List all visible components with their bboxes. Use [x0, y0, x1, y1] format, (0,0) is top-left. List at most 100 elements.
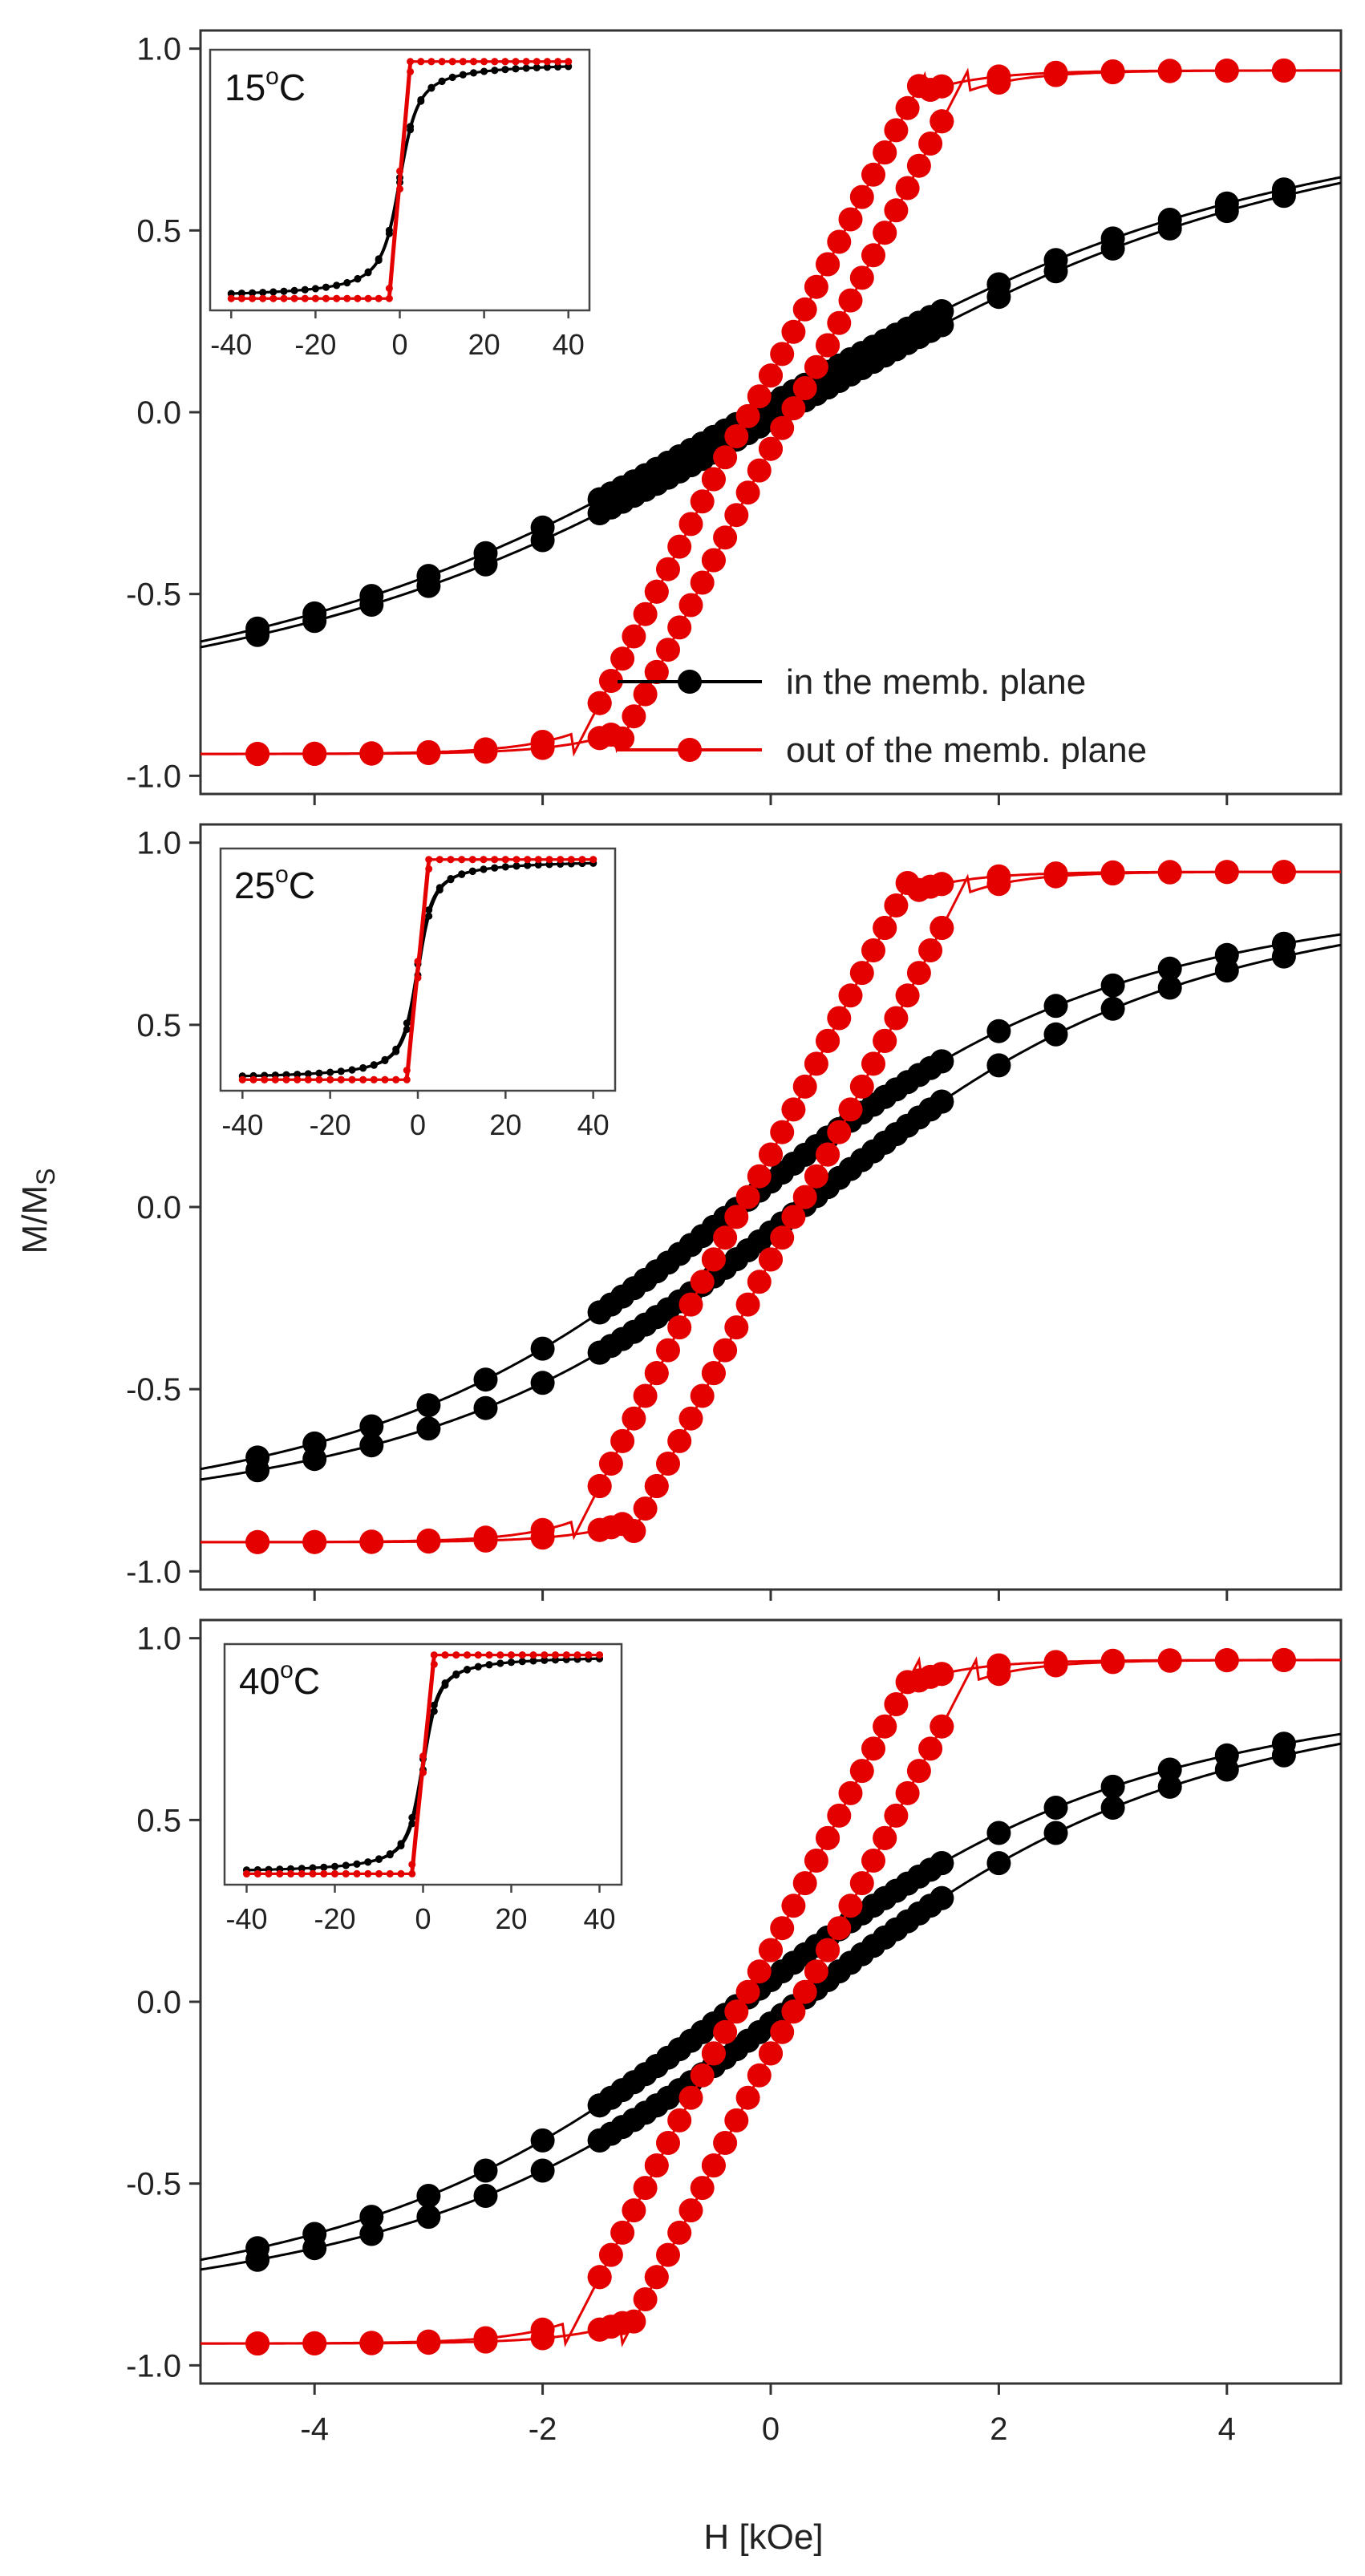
plot-area [200, 860, 1341, 1554]
data-point [930, 109, 954, 134]
inset-data-point [294, 1075, 302, 1083]
inset-data-point [348, 1075, 356, 1083]
data-point [598, 1452, 623, 1476]
data-point [873, 1825, 897, 1850]
legend: in the memb. plane out of the memb. plan… [618, 662, 1147, 770]
inset-data-point [276, 1869, 284, 1877]
inset-data-point [331, 1862, 338, 1870]
inset-data-point [468, 856, 476, 864]
inset-data-point [408, 1861, 416, 1869]
data-point [667, 615, 692, 640]
data-point [804, 1849, 828, 1873]
inset-x-tick-label: 40 [553, 328, 585, 361]
inset-data-point [425, 906, 433, 914]
data-point [884, 118, 909, 143]
inset-data-point [342, 1869, 350, 1877]
data-point [416, 2184, 441, 2208]
x-axis-title: H [kOe] [703, 2517, 823, 2557]
data-point [473, 2158, 498, 2183]
inset-data-point [290, 286, 298, 294]
data-point [667, 2108, 692, 2132]
inset-data-point [464, 1651, 471, 1659]
data-point [918, 938, 943, 962]
temperature-unit: C [294, 1660, 320, 1702]
data-point [884, 1692, 909, 1716]
inset-data-point [249, 294, 257, 302]
data-point [690, 2063, 715, 2088]
data-point [838, 983, 863, 1008]
y-tick-label: 1.0 [136, 1622, 181, 1657]
data-point [530, 2128, 555, 2153]
data-point [827, 229, 852, 254]
inset-data-point [501, 863, 509, 871]
data-point [816, 1142, 840, 1167]
data-point [713, 1225, 738, 1250]
legend-marker-in-plane [678, 670, 702, 694]
inset-data-point [458, 856, 466, 864]
data-point [678, 2198, 703, 2223]
data-point [690, 1383, 715, 1408]
inset-data-point [417, 58, 425, 66]
data-point [770, 2019, 795, 2044]
data-point [884, 198, 909, 223]
inset-data-point [381, 1075, 389, 1083]
data-point [245, 1529, 270, 1554]
data-point [861, 243, 885, 268]
inset-data-point [430, 1651, 438, 1659]
data-point [781, 396, 806, 421]
inset-x-tick-label: -20 [310, 1108, 351, 1141]
data-point [986, 1821, 1011, 1845]
data-point [918, 132, 943, 156]
data-point [930, 872, 954, 897]
data-point [827, 1006, 852, 1031]
data-point [781, 1999, 806, 2024]
inset-data-point [441, 1679, 449, 1687]
data-point [1043, 994, 1068, 1019]
inset-data-point [485, 1651, 493, 1659]
inset-data-point [386, 1869, 394, 1877]
inset-data-point [474, 1663, 482, 1671]
inset-data-point [381, 1055, 389, 1063]
series-out-of-plane [200, 58, 1341, 767]
inset-data-point [237, 294, 245, 302]
inset-data-point [585, 1651, 593, 1659]
data-point [735, 1292, 760, 1317]
inset-data-point [447, 856, 455, 864]
data-point [792, 297, 817, 322]
inset-data-point [512, 862, 520, 870]
inset-data-point [485, 1661, 493, 1669]
degree-symbol: o [275, 861, 289, 888]
inset-data-point [541, 1651, 549, 1659]
data-point [530, 730, 555, 754]
degree-symbol: o [265, 63, 279, 90]
data-point [986, 1653, 1011, 1678]
data-point [678, 1406, 703, 1431]
data-point [416, 2329, 441, 2354]
inset-data-point [280, 287, 288, 295]
y-tick-label: -0.5 [126, 577, 181, 613]
y-tick-label: -0.5 [126, 1372, 181, 1407]
data-point [530, 515, 555, 540]
series-in-plane [200, 931, 1341, 1483]
inset-data-point [448, 58, 456, 66]
inset-data-point [309, 1869, 317, 1877]
data-point [838, 1894, 863, 1918]
inset-data-point [533, 63, 541, 71]
data-point [644, 2265, 669, 2290]
inset-x-tick-label: 20 [468, 328, 500, 361]
data-point [986, 864, 1011, 889]
data-point [792, 1979, 817, 2004]
inset-x-tick-label: -40 [225, 1902, 267, 1935]
data-point [759, 436, 783, 461]
data-point [656, 1338, 680, 1363]
data-point [747, 1164, 772, 1189]
data-point [1214, 1648, 1239, 1672]
data-point [747, 1959, 772, 1984]
data-point [804, 274, 828, 299]
legend-marker-out-of-plane [678, 738, 702, 762]
inset-data-point [480, 856, 488, 864]
inset-data-point [512, 58, 520, 66]
inset-data-point [541, 1656, 549, 1664]
data-point [1157, 1648, 1182, 1673]
